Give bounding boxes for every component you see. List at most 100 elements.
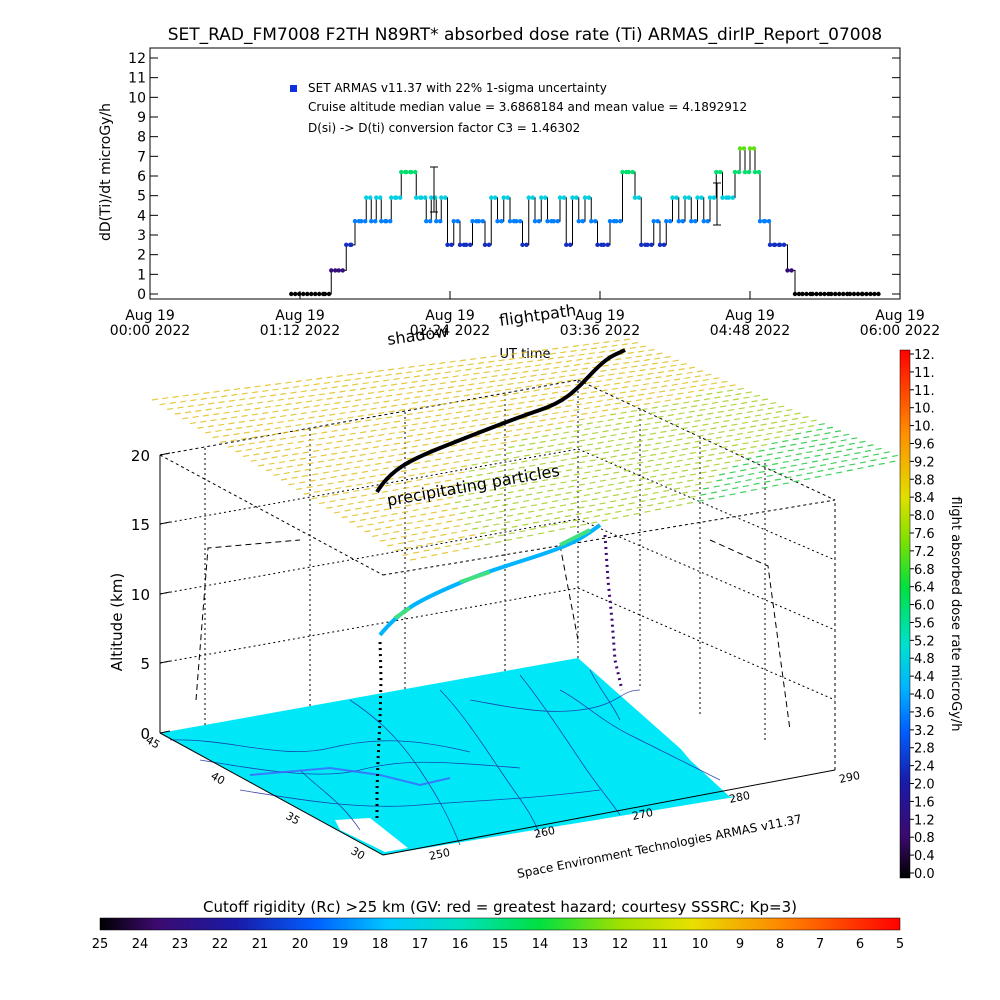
particle-dash: [766, 432, 773, 435]
particle-dash: [693, 399, 700, 402]
particle-dash: [771, 462, 779, 466]
particle-dash: [590, 347, 598, 350]
altitude-tick-mark: [159, 521, 171, 525]
particle-dash: [321, 431, 328, 434]
particle-dash: [412, 508, 419, 512]
cutoff-tick-label: 9: [736, 937, 744, 952]
longitude-tick-label: 270: [631, 806, 654, 823]
particle-dash: [752, 419, 759, 423]
particle-dash: [507, 491, 514, 494]
particle-dash: [445, 479, 452, 482]
particle-dash: [827, 467, 835, 470]
particle-dash: [631, 365, 638, 368]
particle-dash: [484, 455, 491, 458]
particle-dash: [287, 397, 295, 400]
particle-dash: [379, 539, 386, 542]
particle-dash: [344, 379, 351, 382]
particle-dash: [537, 359, 544, 362]
particle-dash: [297, 440, 304, 443]
data-point: [837, 291, 842, 297]
data-point: [443, 195, 448, 200]
particle-dash: [341, 384, 349, 387]
particle-dash: [316, 420, 323, 424]
particle-dash: [654, 401, 661, 404]
particle-dash: [841, 459, 848, 463]
particle-dash: [405, 546, 412, 550]
particle-dash: [297, 463, 304, 467]
particle-dash: [761, 398, 769, 401]
particle-dash: [787, 428, 794, 432]
particle-dash: [606, 398, 614, 401]
particle-dash: [197, 426, 204, 429]
particle-dash: [726, 477, 734, 480]
particle-dash: [607, 506, 614, 509]
particle-dash: [339, 498, 347, 501]
colorbar-label: flight absorbed dose rate microGy/h: [948, 497, 963, 732]
data-point: [329, 268, 334, 273]
particle-dash: [671, 383, 678, 386]
particle-dash: [327, 482, 334, 485]
particle-dash: [631, 451, 638, 454]
cutoff-tick-label: 19: [332, 937, 349, 952]
particle-dash: [639, 477, 646, 480]
particle-dash: [481, 376, 488, 379]
particle-dash: [425, 500, 433, 503]
particle-dash: [351, 472, 358, 475]
particle-dash: [593, 515, 601, 518]
y-tick-label: 10: [128, 90, 146, 106]
particle-dash: [429, 383, 436, 386]
particle-dash: [824, 432, 831, 435]
data-point: [864, 291, 869, 297]
particle-dash: [398, 408, 406, 412]
particle-dash: [764, 480, 771, 483]
particle-dash: [795, 432, 802, 435]
y-tick-label: 2: [137, 248, 146, 264]
cutoff-tick-label: 12: [612, 937, 629, 952]
cutoff-tick-label: 15: [492, 937, 509, 952]
particle-dash: [251, 436, 258, 439]
map-highlight-line: [249, 766, 451, 787]
particle-dash: [572, 344, 579, 348]
particle-dash: [615, 487, 622, 491]
particle-dash: [471, 419, 478, 422]
particle-dash: [655, 485, 662, 488]
particle-dash: [235, 450, 242, 453]
data-point: [359, 219, 364, 224]
particle-dash: [526, 470, 533, 473]
particle-dash: [660, 366, 667, 369]
particle-dash: [501, 373, 508, 376]
particle-dash: [520, 376, 527, 379]
particle-dash: [497, 404, 504, 408]
particle-dash: [607, 439, 615, 443]
particle-dash: [803, 436, 810, 439]
particle-dash: [404, 397, 411, 400]
particle-dash: [452, 375, 459, 378]
particle-dash: [700, 493, 707, 496]
particle-dash: [395, 482, 402, 485]
particle-dash: [867, 464, 875, 468]
particle-dash: [662, 404, 669, 408]
particle-dash: [787, 449, 794, 452]
particle-dash: [658, 479, 665, 482]
data-point: [507, 219, 513, 224]
particle-dash: [684, 376, 691, 380]
particle-dash: [435, 414, 442, 417]
particle-dash: [308, 394, 315, 397]
particle-dash: [455, 369, 462, 373]
particle-dash: [359, 453, 366, 456]
particle-dash: [697, 499, 704, 502]
particle-dash: [365, 505, 372, 508]
particle-dash: [289, 459, 296, 462]
particle-dash: [402, 487, 410, 490]
particle-dash: [497, 470, 504, 473]
particle-dash: [416, 478, 423, 482]
particle-dash: [387, 544, 394, 547]
particle-dash: [419, 449, 426, 452]
particle-dash: [545, 362, 552, 365]
particle-dash: [367, 435, 374, 438]
particle-dash: [245, 448, 252, 451]
particle-dash: [356, 483, 363, 486]
particle-dash: [889, 460, 896, 463]
particle-dash: [391, 426, 398, 429]
particle-dash: [698, 389, 705, 392]
